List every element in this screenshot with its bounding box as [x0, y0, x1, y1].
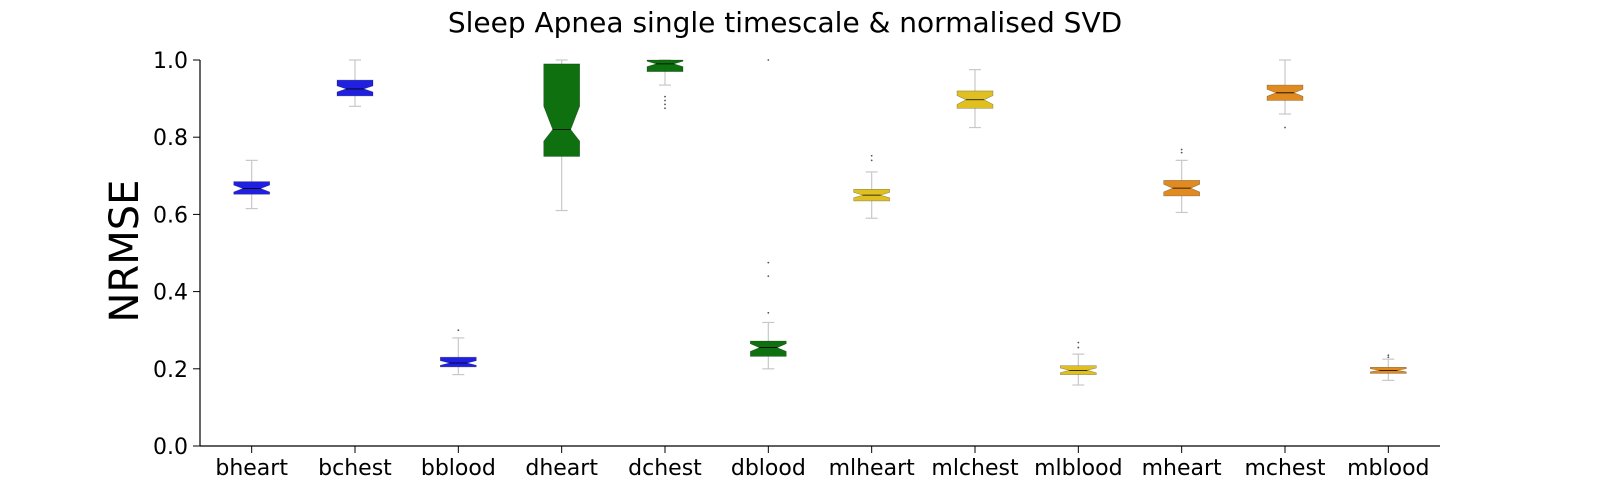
box-body [646, 59, 684, 72]
box-bblood [439, 329, 477, 376]
x-tick-label: dchest [628, 456, 702, 481]
x-tick-label: mlchest [931, 456, 1019, 481]
x-tick-label: mheart [1142, 456, 1222, 481]
x-tick-label: mblood [1347, 456, 1429, 481]
outlier-point [767, 311, 770, 314]
box-body [543, 63, 581, 157]
y-axis-ticks: 0.0 0.2 0.4 0.6 0.8 1.0 [153, 49, 200, 460]
outlier-point [1180, 151, 1183, 154]
x-tick-label: bblood [421, 456, 496, 481]
outlier-point [767, 59, 770, 61]
chart-title: Sleep Apnea single timescale & normalise… [448, 6, 1122, 39]
outlier-point [1387, 354, 1390, 357]
x-axis-ticks: bheart bchest bblood dheart dchest dblood mlhe… [215, 446, 1430, 481]
outlier-point [767, 275, 770, 278]
outlier-point [664, 107, 666, 110]
x-tick-label: dblood [731, 456, 806, 481]
x-tick-label: mchest [1244, 456, 1325, 481]
outlier-point [664, 99, 666, 102]
box-mlheart [853, 154, 891, 219]
outlier-point [664, 103, 666, 106]
outlier-point [664, 95, 666, 98]
box-body [749, 340, 787, 357]
x-tick-label: bchest [318, 456, 392, 481]
boxes-group [233, 59, 1407, 386]
box-mlchest [956, 69, 994, 129]
y-tick-label: 1.0 [153, 49, 188, 74]
outlier-point [1180, 148, 1183, 151]
outlier-point [1077, 346, 1080, 349]
box-bheart [233, 159, 271, 210]
box-dblood [749, 59, 787, 370]
box-body [439, 356, 477, 368]
outlier-point [1387, 356, 1390, 359]
box-bchest [336, 59, 374, 107]
box-body [233, 181, 271, 195]
y-tick-label: 0.2 [153, 358, 188, 383]
box-mchest [1266, 59, 1304, 129]
box-body [336, 79, 374, 97]
y-tick-label: 0.0 [153, 435, 188, 460]
x-tick-label: dheart [525, 456, 598, 481]
y-tick-label: 0.8 [153, 126, 188, 151]
outlier-point [1284, 126, 1286, 129]
box-mlblood [1060, 341, 1097, 386]
y-tick-label: 0.6 [153, 203, 188, 228]
y-tick-label: 0.4 [153, 281, 188, 306]
outlier-point [870, 159, 873, 162]
x-tick-label: bheart [215, 456, 288, 481]
box-mblood [1370, 354, 1407, 381]
outlier-point [457, 329, 460, 332]
outlier-point [870, 154, 873, 157]
outlier-point [1077, 341, 1080, 344]
box-dheart [543, 59, 581, 212]
box-mheart [1163, 148, 1200, 214]
box-dchest [646, 59, 684, 110]
outlier-point [767, 261, 770, 264]
y-axis-label: NRMSE [102, 180, 148, 323]
x-tick-label: mlblood [1034, 456, 1123, 481]
x-tick-label: mlheart [829, 456, 916, 481]
